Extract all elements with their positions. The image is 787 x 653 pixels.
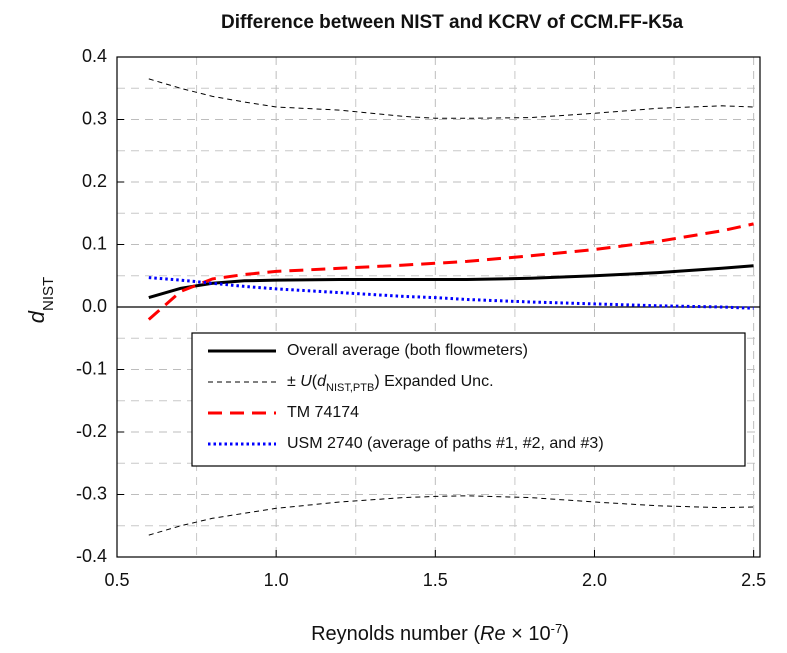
- y-tick-label: 0.0: [82, 296, 107, 316]
- label-part: U: [300, 373, 312, 390]
- series-line: [148, 276, 754, 310]
- series-line: [148, 495, 754, 536]
- label-part: d: [317, 373, 327, 390]
- label-part: -7: [551, 621, 563, 636]
- x-tick-label: 1.0: [264, 570, 289, 590]
- series-line: [147, 222, 754, 321]
- y-tick-label: -0.1: [76, 358, 107, 378]
- x-tick-label: 0.5: [104, 570, 129, 590]
- legend-label: ± U(dNIST,PTB) Expanded Unc.: [287, 373, 494, 394]
- y-tick-label: 0.1: [82, 233, 107, 253]
- legend-box: [191, 332, 746, 467]
- series-line: [148, 264, 754, 300]
- x-tick-label: 2.0: [582, 570, 607, 590]
- label-part: ): [562, 623, 569, 645]
- label-part: NIST,PTB: [326, 382, 374, 394]
- label-part: ) Expanded Unc.: [374, 373, 493, 390]
- plot-frame: [116, 56, 761, 558]
- y-tick-label: 0.4: [82, 46, 107, 66]
- x-tick-label: 2.5: [741, 570, 766, 590]
- chart-title: Difference between NIST and KCRV of CCM.…: [221, 12, 683, 33]
- y-tick-label: 0.3: [82, 108, 107, 128]
- y-tick-label: 0.2: [82, 171, 107, 191]
- label-part: ±: [287, 373, 300, 390]
- y-tick-label: -0.4: [76, 546, 107, 566]
- x-tick-label: 1.5: [423, 570, 448, 590]
- x-axis-label: Reynolds number (Re × 10-7): [311, 621, 569, 646]
- label-part: d: [24, 310, 49, 323]
- y-tick-label: -0.2: [76, 421, 107, 441]
- legend-label: Overall average (both flowmeters): [287, 342, 528, 359]
- label-part: NIST: [40, 277, 57, 311]
- y-axis-label: dNIST: [24, 277, 57, 323]
- legend-label: TM 74174: [287, 404, 359, 421]
- legend-label: USM 2740 (average of paths #1, #2, and #…: [287, 435, 604, 452]
- y-tick-label: -0.3: [76, 483, 107, 503]
- label-part: (: [312, 373, 318, 390]
- label-part: × 10: [506, 623, 551, 645]
- series-line: [148, 78, 754, 119]
- label-part: Reynolds number (: [311, 623, 480, 645]
- label-part: Re: [480, 623, 506, 645]
